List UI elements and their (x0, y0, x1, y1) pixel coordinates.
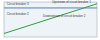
annotation: Circuit breaker 3 (7, 2, 29, 6)
chart: Circuit breaker 3 Upstream of circuit bre… (0, 0, 100, 40)
series-line (4, 7, 97, 8)
annotation: Upstream of circuit breaker 1 (52, 0, 91, 4)
annotation: Circuit breaker 2 (7, 12, 29, 16)
series-line (4, 4, 97, 34)
annotation: Downstream of circuit breaker 2 (43, 14, 86, 18)
series-group (4, 4, 97, 34)
plot-frame (4, 2, 97, 37)
